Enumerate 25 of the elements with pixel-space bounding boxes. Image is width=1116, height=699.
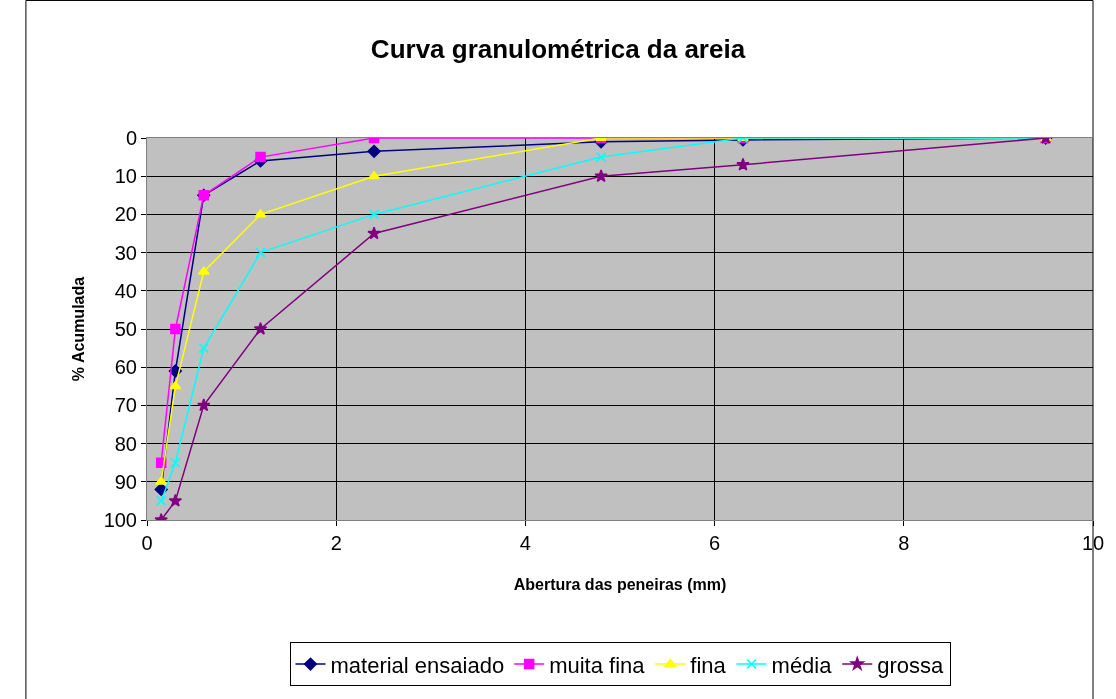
- y-tick-label: 10: [114, 165, 137, 188]
- x-tick-label: 0: [141, 532, 153, 554]
- y-tick-label: 30: [114, 241, 137, 264]
- legend-label: muita fina: [549, 652, 646, 678]
- legend-label: média: [771, 652, 833, 678]
- x-tick-label: 6: [709, 532, 721, 554]
- x-tick-label: 10: [1081, 532, 1105, 554]
- y-tick-label: 50: [114, 318, 137, 340]
- y-tick-label: 80: [114, 432, 137, 455]
- y-tick-label: 40: [114, 279, 137, 302]
- x-tick-label: 2: [330, 532, 342, 554]
- y-axis-title: % Acumulada: [69, 276, 87, 382]
- x-tick-label: 4: [519, 532, 531, 554]
- y-tick-label: 20: [114, 203, 137, 226]
- legend-label: grossa: [877, 652, 945, 678]
- y-tick-label: 70: [114, 394, 137, 417]
- y-tick-label: 0: [125, 127, 137, 149]
- chart-title: Curva granulométrica da areia: [370, 34, 746, 65]
- y-tick-label: 60: [114, 356, 137, 379]
- legend-label: material ensaiado: [330, 652, 505, 678]
- x-tick-label: 8: [898, 532, 910, 554]
- y-tick-label: 100: [103, 509, 137, 531]
- y-tick-label: 90: [114, 470, 137, 493]
- x-axis-title: Abertura das peneiras (mm): [513, 575, 727, 593]
- legend-label: fina: [690, 652, 727, 678]
